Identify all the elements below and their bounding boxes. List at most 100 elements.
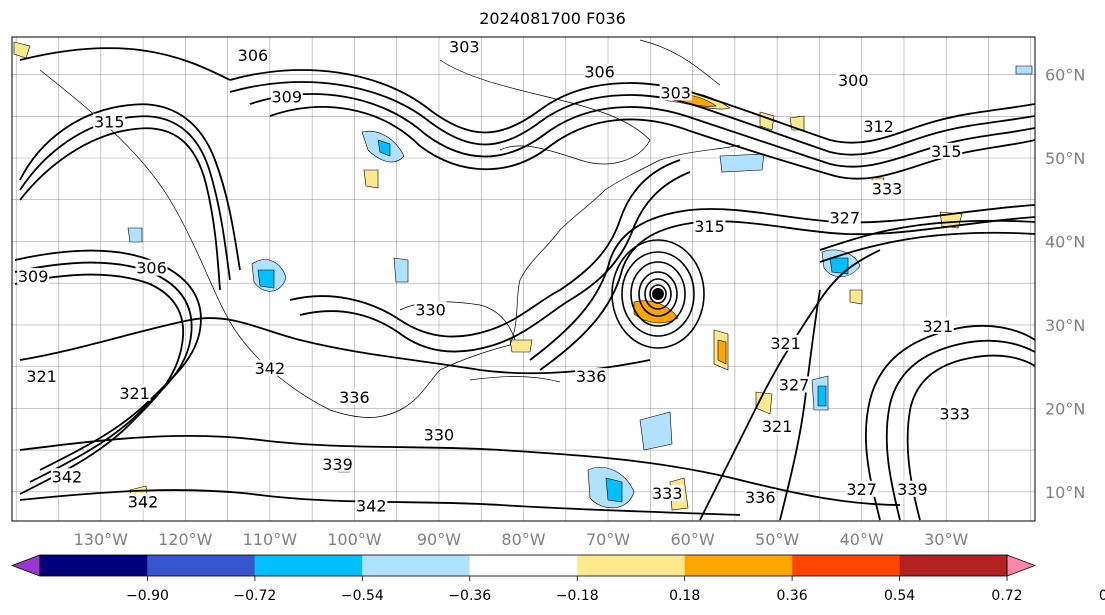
contour-label: 306	[238, 46, 269, 65]
contour-line	[906, 354, 1035, 521]
negative-anomaly-patch	[1015, 65, 1033, 75]
longitude-label: 90°W	[417, 530, 461, 549]
contour-label: 315	[931, 142, 962, 161]
colorbar-tick-label: 0.54	[884, 588, 915, 604]
colorbar-segment	[792, 555, 900, 576]
contour-line	[299, 171, 691, 353]
contour-label: 333	[939, 405, 970, 424]
cyclone-center	[652, 288, 664, 300]
contour-label: 309	[18, 267, 49, 286]
colorbar-segment	[577, 555, 685, 576]
contour-label: 321	[770, 334, 801, 353]
map-title: 2024081700 F036	[479, 9, 626, 28]
contour-line	[14, 249, 202, 471]
contour-label: 309	[271, 88, 302, 107]
contour-label-background	[651, 484, 684, 501]
negative-anomaly-patch	[639, 411, 673, 451]
contour-label: 342	[128, 492, 159, 511]
colorbar-tick-label: −0.36	[448, 588, 491, 604]
longitude-label: 50°W	[755, 530, 799, 549]
contour-label: 327	[779, 375, 810, 394]
cyclone-contours	[611, 239, 705, 349]
contour-label-background	[118, 384, 151, 401]
contour-line	[19, 47, 231, 81]
contour-label-background	[135, 259, 168, 276]
colorbar: −0.90 −0.72 −0.54 −0.36 −0.18 0.18 0.36 0.54 0.7…	[10, 554, 1105, 604]
greenland-coast	[639, 39, 721, 86]
contour-label-background	[761, 418, 794, 435]
colorbar-segment	[684, 555, 793, 576]
contour-label: 336	[576, 367, 607, 386]
contour-label-layer: 306 309 303 306 303 300 312 315 315 315 333 327 306 3…	[17, 38, 971, 515]
colorbar-segment	[147, 555, 255, 576]
contour-line	[819, 231, 1035, 263]
contour-label: 333	[872, 179, 903, 198]
map-frame	[11, 36, 1036, 522]
contour-label: 342	[52, 467, 83, 486]
positive-anomaly-patch	[363, 169, 379, 189]
contour-label: 336	[745, 488, 776, 507]
contour-label-background	[938, 405, 971, 422]
contour-label-background	[778, 376, 811, 393]
contour-line	[19, 317, 651, 375]
negative-anomaly-patch	[377, 139, 391, 157]
colorbar-tick-label: 0.36	[777, 588, 808, 604]
cuba-outline	[469, 376, 561, 383]
positive-anomaly-patch	[509, 339, 533, 353]
contour-label-background	[828, 209, 861, 226]
colorbar-tick-label: −0.90	[126, 588, 169, 604]
colorbar-tick-label: −0.72	[233, 588, 276, 604]
colorbar-upper-extension	[1006, 554, 1037, 577]
contour-label: 303	[660, 83, 691, 102]
positive-anomaly-patch	[717, 339, 727, 365]
contour-label-background	[236, 46, 269, 63]
contour-line	[885, 339, 1035, 521]
contour-line	[269, 106, 1035, 180]
contour-label: 315	[94, 113, 125, 132]
latitude-label: 20°N	[1045, 399, 1085, 418]
colorbar-segment	[899, 555, 1007, 576]
contour-label: 330	[424, 426, 455, 445]
negative-anomaly-patch	[605, 477, 623, 503]
hudson-bay-outline	[439, 59, 651, 165]
contour-line	[19, 127, 221, 291]
contour-line	[19, 103, 241, 271]
contour-label-background	[321, 455, 354, 472]
contour-label-background	[575, 368, 608, 385]
longitude-label: 130°W	[74, 530, 129, 549]
colorbar-tick-label: −0.18	[556, 588, 599, 604]
contour-label: 306	[584, 63, 615, 82]
contour-label-background	[253, 359, 286, 376]
contour-label: 312	[863, 117, 894, 136]
longitude-label: 80°W	[501, 530, 545, 549]
longitude-label: 110°W	[243, 530, 298, 549]
contour-label: 321	[922, 317, 953, 336]
contour-line	[19, 434, 901, 506]
contour-line	[865, 324, 1035, 521]
contour-label-background	[837, 71, 870, 88]
negative-anomaly-patch	[719, 153, 765, 173]
colorbar-segment	[362, 555, 470, 576]
contour-label-background	[921, 318, 954, 335]
contour-line	[19, 115, 231, 281]
contour-label-background	[871, 180, 904, 197]
contour-label: 321	[26, 367, 57, 386]
contour-label: 306	[136, 259, 167, 278]
contour-label: 327	[846, 480, 877, 499]
contour-label-background	[25, 368, 58, 385]
colorbar-tick-label: 0.72	[991, 588, 1022, 604]
contour-line	[779, 289, 821, 521]
contour-label-background	[862, 117, 895, 134]
contour-label: 339	[322, 455, 353, 474]
contour-label-background	[769, 334, 802, 351]
contour-label-background	[744, 489, 777, 506]
contour-label-background	[338, 389, 371, 405]
contour-label-background	[448, 38, 481, 55]
contour-label-background	[355, 497, 388, 514]
colorbar-tick-label: 0.90	[1099, 588, 1105, 604]
contour-label: 342	[255, 359, 286, 378]
negative-anomaly-patch	[393, 257, 409, 283]
contour-label-background	[583, 63, 616, 80]
colorbar-lower-extension	[10, 554, 41, 577]
